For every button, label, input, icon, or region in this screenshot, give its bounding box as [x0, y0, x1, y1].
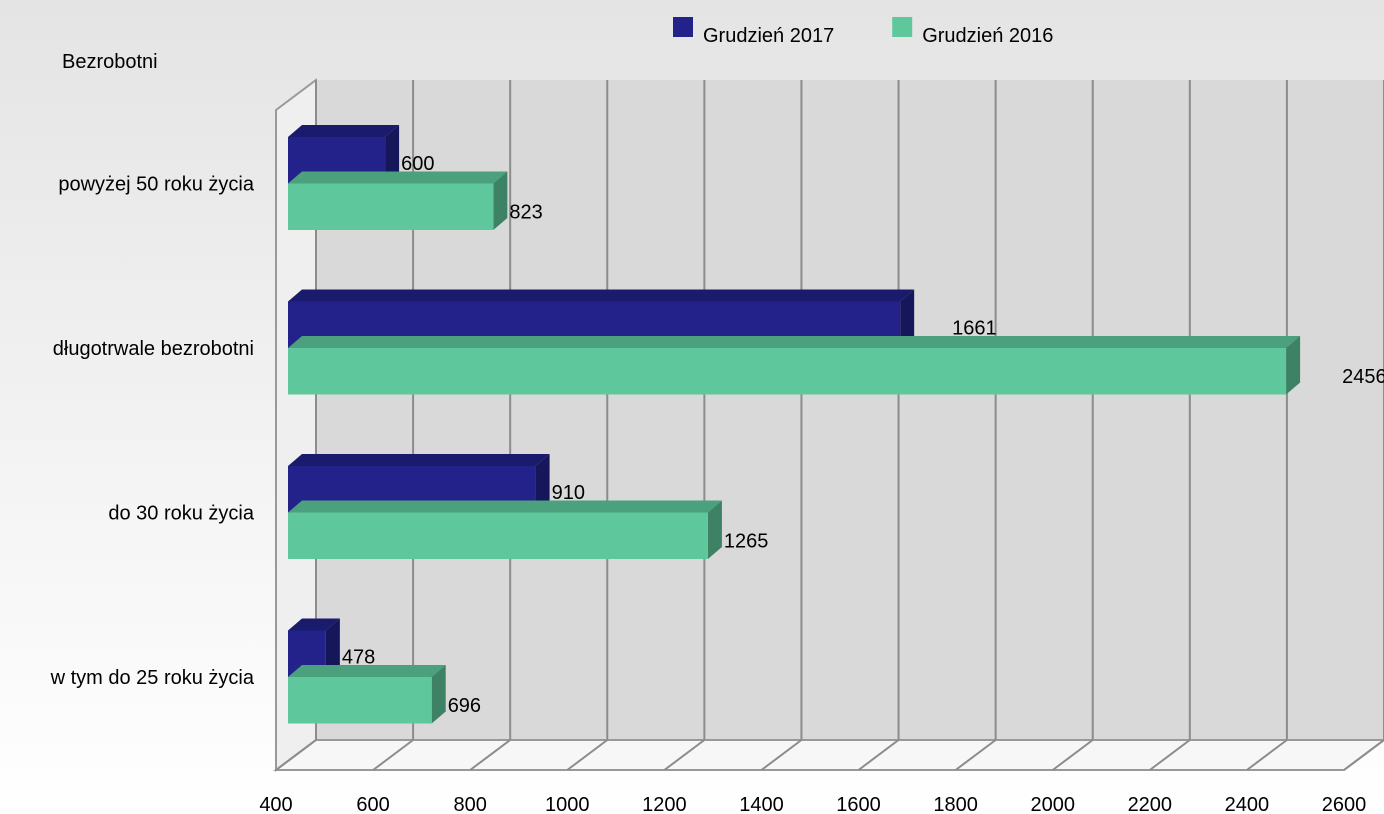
legend-swatch [892, 17, 913, 37]
bar [288, 348, 1287, 395]
bar-top [288, 500, 722, 513]
x-tick-label: 1400 [739, 794, 784, 814]
y-tick-label: długotrwale bezrobotni [53, 338, 254, 360]
bar [288, 183, 494, 230]
data-label: 600 [401, 153, 434, 175]
bar-top [288, 618, 340, 631]
bar-side [900, 289, 915, 348]
floor-grid-line [372, 739, 414, 771]
floor-grid-line [275, 739, 317, 771]
back-wall [316, 80, 1384, 740]
floor-grid-line [760, 739, 803, 771]
bar-side [707, 500, 722, 559]
x-tick-label: 2000 [1030, 794, 1075, 814]
data-label: 823 [509, 202, 542, 224]
x-tick-label: 1800 [933, 794, 978, 814]
bar-top [288, 665, 446, 677]
data-label: 1265 [724, 531, 769, 553]
floor-grid-line [566, 739, 608, 771]
data-label: 478 [342, 647, 375, 669]
floor-grid-line [663, 739, 705, 771]
y-tick-label: w tym do 25 roku życia [50, 667, 255, 689]
bar-side [385, 125, 400, 184]
bar-side [535, 454, 550, 513]
bar-top [288, 171, 508, 184]
x-tick-label: 400 [259, 794, 292, 814]
x-tick-label: 800 [453, 794, 486, 814]
bar-side [493, 171, 508, 230]
bar-top [288, 454, 550, 466]
data-label: 1661 [952, 318, 997, 340]
data-label: 910 [552, 482, 585, 504]
data-label: 696 [448, 695, 481, 717]
floor-grid-line [857, 739, 900, 771]
x-tick-label: 1600 [836, 794, 881, 814]
x-tick-label: 2600 [1322, 794, 1367, 814]
x-tick-label: 600 [356, 794, 389, 814]
floor-grid-line [955, 739, 997, 771]
data-label: 2456 [1342, 366, 1384, 388]
bar-side [325, 618, 340, 677]
floor [273, 739, 1384, 771]
y-tick-label: do 30 roku życia [108, 503, 255, 525]
bar-top [288, 289, 915, 302]
floor-grid-line [1343, 739, 1384, 771]
legend-label: Grudzień 2016 [922, 25, 1053, 47]
floor-grid-line [1246, 739, 1288, 771]
floor-grid-line [1149, 739, 1191, 771]
x-tick-label: 1000 [545, 794, 590, 814]
floor-grid-line [1052, 739, 1094, 771]
bar-top [288, 336, 1301, 348]
floor-grid-line [469, 739, 511, 771]
legend-label: Grudzień 2017 [703, 25, 834, 47]
x-tick-label: 1200 [642, 794, 687, 814]
legend-swatch [673, 17, 693, 37]
x-tick-label: 2400 [1225, 794, 1270, 814]
x-tick-label: 2200 [1128, 794, 1173, 814]
chart-title: Bezrobotni [62, 51, 158, 73]
bar [288, 512, 708, 559]
y-tick-label: powyżej 50 roku życia [58, 174, 255, 196]
bar-side [431, 665, 446, 724]
bar-top [288, 125, 400, 137]
bar-side [1286, 336, 1301, 395]
bar [288, 677, 432, 724]
